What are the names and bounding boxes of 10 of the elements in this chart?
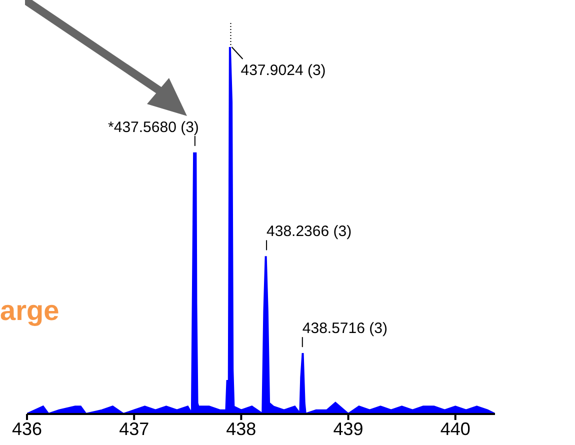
x-tick-label: 437 (119, 418, 150, 439)
annotation: *437.5680 (3) (108, 118, 199, 136)
x-tick-label: 436 (12, 418, 42, 439)
x-tick-label: 439 (333, 418, 364, 439)
annotation: 438.5716 (3) (302, 320, 388, 338)
x-tick-label: 438 (226, 418, 256, 439)
annotation: arge (0, 295, 60, 327)
annotation: 438.2366 (3) (266, 223, 352, 240)
x-tick-label: 440 (440, 418, 470, 439)
annotation: 437.9024 (3) (240, 62, 326, 79)
